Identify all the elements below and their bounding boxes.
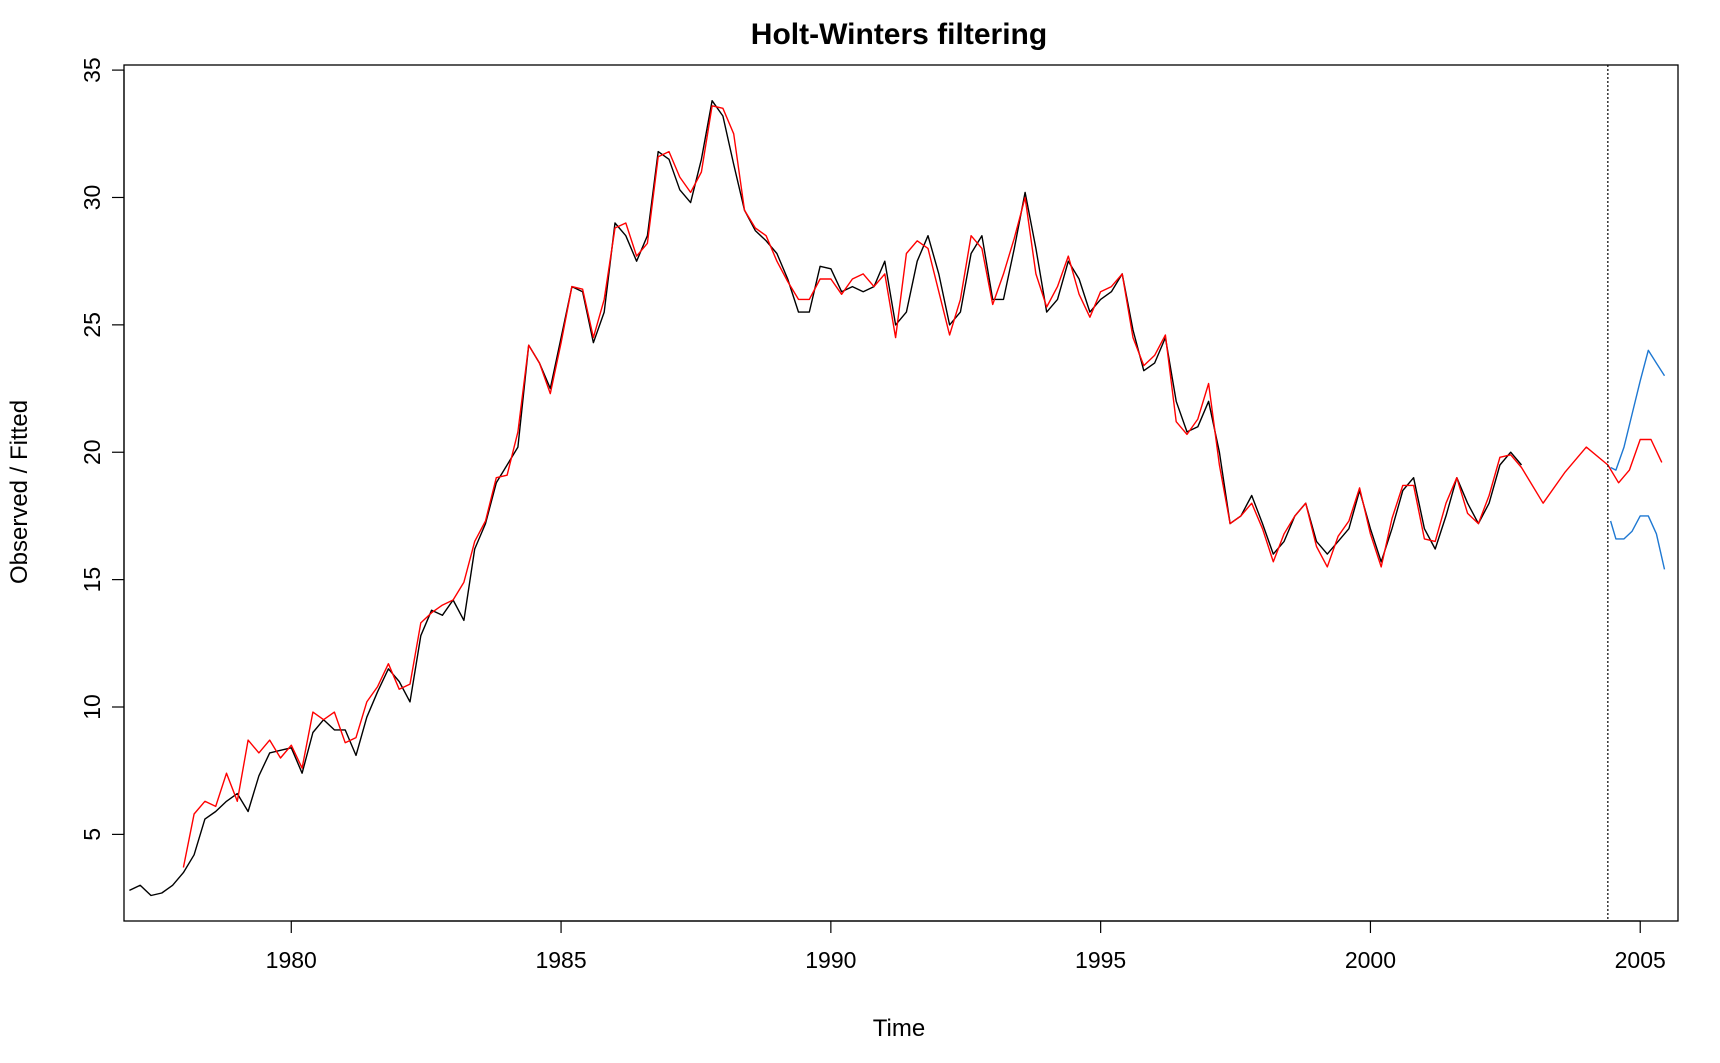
y-tick-label: 25 <box>79 312 105 338</box>
x-tick-label: 2005 <box>1615 947 1666 973</box>
x-tick-label: 1980 <box>266 947 317 973</box>
y-tick-label: 35 <box>79 57 105 83</box>
series-line-1 <box>182 105 1663 868</box>
series-layer <box>129 100 1666 897</box>
chart-title: Holt-Winters filtering <box>751 18 1047 51</box>
x-tick-label: 1985 <box>535 947 586 973</box>
y-tick-label: 20 <box>79 439 105 465</box>
series-line-0 <box>129 100 1523 897</box>
y-tick-label: 5 <box>79 828 105 841</box>
y-axis-label: Observed / Fitted <box>6 400 33 584</box>
y-tick-label: 15 <box>79 567 105 593</box>
x-axis: 1980 1985 1990 1995 2000 2005 <box>266 920 1666 973</box>
x-tick-label: 1990 <box>805 947 856 973</box>
x-tick-label: 1995 <box>1075 947 1126 973</box>
series-line-3 <box>1609 515 1666 570</box>
series-line-2 <box>1610 349 1666 471</box>
x-tick-label: 2000 <box>1345 947 1396 973</box>
x-axis-label: Time <box>873 1015 925 1042</box>
y-tick-label: 10 <box>79 694 105 720</box>
y-tick-label: 30 <box>79 185 105 211</box>
y-axis: 5 10 15 20 25 30 35 <box>79 57 125 841</box>
